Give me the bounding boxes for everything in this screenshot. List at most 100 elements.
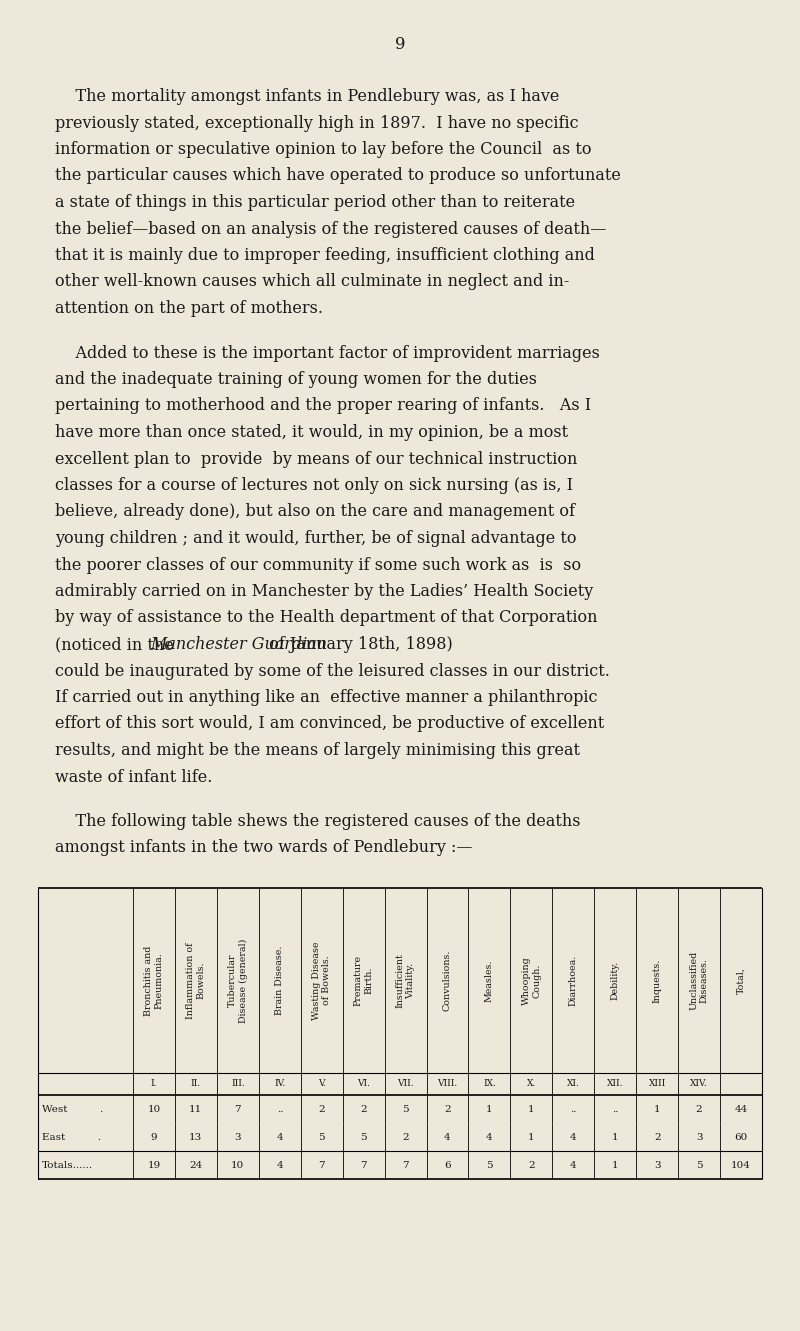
Text: The mortality amongst infants in Pendlebury was, as I have: The mortality amongst infants in Pendleb… bbox=[55, 88, 559, 105]
Text: 4: 4 bbox=[277, 1133, 283, 1142]
Text: amongst infants in the two wards of Pendlebury :—: amongst infants in the two wards of Pend… bbox=[55, 840, 473, 857]
Text: If carried out in anything like an  effective manner a philanthropic: If carried out in anything like an effec… bbox=[55, 689, 598, 705]
Text: 5: 5 bbox=[360, 1133, 367, 1142]
Text: ..: .. bbox=[277, 1105, 283, 1114]
Text: Total,: Total, bbox=[737, 968, 746, 994]
Text: believe, already done), but also on the care and management of: believe, already done), but also on the … bbox=[55, 503, 575, 520]
Text: 1: 1 bbox=[612, 1133, 618, 1142]
Text: classes for a course of lectures not only on sick nursing (as is, I: classes for a course of lectures not onl… bbox=[55, 476, 573, 494]
Text: XI.: XI. bbox=[567, 1079, 580, 1089]
Text: Insufficient
Vitality.: Insufficient Vitality. bbox=[396, 953, 415, 1008]
Text: 10: 10 bbox=[147, 1105, 161, 1114]
Text: information or speculative opinion to lay before the Council  as to: information or speculative opinion to la… bbox=[55, 141, 591, 158]
Text: Totals......: Totals...... bbox=[42, 1161, 93, 1170]
Text: 5: 5 bbox=[402, 1105, 409, 1114]
Text: 3: 3 bbox=[696, 1133, 702, 1142]
Text: 7: 7 bbox=[234, 1105, 241, 1114]
Text: a state of things in this particular period other than to reiterate: a state of things in this particular per… bbox=[55, 194, 575, 212]
Text: Whooping
Cough.: Whooping Cough. bbox=[522, 956, 541, 1005]
Text: Wasting Disease
of Bowels.: Wasting Disease of Bowels. bbox=[312, 941, 331, 1020]
Text: young children ; and it would, further, be of signal advantage to: young children ; and it would, further, … bbox=[55, 530, 577, 547]
Text: 2: 2 bbox=[444, 1105, 451, 1114]
Text: 7: 7 bbox=[318, 1161, 325, 1170]
Text: 1: 1 bbox=[612, 1161, 618, 1170]
Text: 1: 1 bbox=[486, 1105, 493, 1114]
Text: East          .: East . bbox=[42, 1133, 101, 1142]
Text: Inflammation of
Bowels.: Inflammation of Bowels. bbox=[186, 942, 206, 1018]
Text: 10: 10 bbox=[231, 1161, 245, 1170]
Text: ..: .. bbox=[570, 1105, 577, 1114]
Text: 60: 60 bbox=[734, 1133, 748, 1142]
Text: ..: .. bbox=[612, 1105, 618, 1114]
Text: 1: 1 bbox=[528, 1105, 534, 1114]
Text: other well-known causes which all culminate in neglect and in-: other well-known causes which all culmin… bbox=[55, 273, 570, 290]
Text: The following table shews the registered causes of the deaths: The following table shews the registered… bbox=[55, 813, 581, 831]
Text: 7: 7 bbox=[360, 1161, 367, 1170]
Text: 1: 1 bbox=[528, 1133, 534, 1142]
Text: Brain Disease.: Brain Disease. bbox=[275, 946, 284, 1016]
Text: 2: 2 bbox=[360, 1105, 367, 1114]
Text: VI.: VI. bbox=[357, 1079, 370, 1089]
Text: waste of infant life.: waste of infant life. bbox=[55, 768, 212, 785]
Text: pertaining to motherhood and the proper rearing of infants.   As I: pertaining to motherhood and the proper … bbox=[55, 398, 591, 414]
Text: II.: II. bbox=[191, 1079, 201, 1089]
Text: III.: III. bbox=[231, 1079, 245, 1089]
Text: attention on the part of mothers.: attention on the part of mothers. bbox=[55, 299, 323, 317]
Text: 5: 5 bbox=[486, 1161, 493, 1170]
Text: previously stated, exceptionally high in 1897.  I have no specific: previously stated, exceptionally high in… bbox=[55, 114, 578, 132]
Text: 4: 4 bbox=[570, 1161, 577, 1170]
Text: IV.: IV. bbox=[274, 1079, 286, 1089]
Text: the belief—based on an analysis of the registered causes of death—: the belief—based on an analysis of the r… bbox=[55, 221, 606, 237]
Text: Manchester Guardian: Manchester Guardian bbox=[150, 636, 328, 654]
Text: excellent plan to  provide  by means of our technical instruction: excellent plan to provide by means of ou… bbox=[55, 450, 578, 467]
Text: 44: 44 bbox=[734, 1105, 748, 1114]
Text: XIII: XIII bbox=[649, 1079, 666, 1089]
Text: X.: X. bbox=[526, 1079, 536, 1089]
Text: 5: 5 bbox=[318, 1133, 325, 1142]
Text: 13: 13 bbox=[190, 1133, 202, 1142]
Text: Added to these is the important factor of improvident marriages: Added to these is the important factor o… bbox=[55, 345, 600, 362]
Text: 9: 9 bbox=[394, 36, 406, 53]
Text: 6: 6 bbox=[444, 1161, 451, 1170]
Text: 19: 19 bbox=[147, 1161, 161, 1170]
Text: 4: 4 bbox=[444, 1133, 451, 1142]
Text: 7: 7 bbox=[402, 1161, 409, 1170]
Text: the poorer classes of our community if some such work as  is  so: the poorer classes of our community if s… bbox=[55, 556, 581, 574]
Text: 4: 4 bbox=[570, 1133, 577, 1142]
Text: 2: 2 bbox=[654, 1133, 661, 1142]
Text: VII.: VII. bbox=[398, 1079, 414, 1089]
Text: 2: 2 bbox=[402, 1133, 409, 1142]
Text: 9: 9 bbox=[150, 1133, 158, 1142]
Text: V.: V. bbox=[318, 1079, 326, 1089]
Text: results, and might be the means of largely minimising this great: results, and might be the means of large… bbox=[55, 741, 580, 759]
Text: 11: 11 bbox=[190, 1105, 202, 1114]
Text: Diarrhoea.: Diarrhoea. bbox=[569, 954, 578, 1006]
Text: the particular causes which have operated to produce so unfortunate: the particular causes which have operate… bbox=[55, 168, 621, 185]
Text: (noticed in the: (noticed in the bbox=[55, 636, 179, 654]
Text: of January 18th, 1898): of January 18th, 1898) bbox=[264, 636, 453, 654]
Text: admirably carried on in Manchester by the Ladies’ Health Society: admirably carried on in Manchester by th… bbox=[55, 583, 594, 600]
Text: that it is mainly due to improper feeding, insufficient clothing and: that it is mainly due to improper feedin… bbox=[55, 248, 595, 264]
Text: Debility.: Debility. bbox=[610, 961, 620, 1000]
Text: Unclassified
Diseases.: Unclassified Diseases. bbox=[690, 950, 709, 1010]
Text: 24: 24 bbox=[190, 1161, 202, 1170]
Text: Premature
Birth.: Premature Birth. bbox=[354, 954, 374, 1006]
Text: I.: I. bbox=[150, 1079, 158, 1089]
Text: have more than once stated, it would, in my opinion, be a most: have more than once stated, it would, in… bbox=[55, 425, 568, 441]
Text: XII.: XII. bbox=[607, 1079, 623, 1089]
Text: by way of assistance to the Health department of that Corporation: by way of assistance to the Health depar… bbox=[55, 610, 598, 627]
Text: 4: 4 bbox=[486, 1133, 493, 1142]
Text: IX.: IX. bbox=[483, 1079, 496, 1089]
Text: and the inadequate training of young women for the duties: and the inadequate training of young wom… bbox=[55, 371, 537, 389]
Text: could be inaugurated by some of the leisured classes in our district.: could be inaugurated by some of the leis… bbox=[55, 663, 610, 680]
Text: Convulsions.: Convulsions. bbox=[443, 950, 452, 1012]
Text: Tubercular
Disease (general): Tubercular Disease (general) bbox=[228, 938, 248, 1022]
Text: VIII.: VIII. bbox=[438, 1079, 458, 1089]
Text: 3: 3 bbox=[654, 1161, 661, 1170]
Text: 5: 5 bbox=[696, 1161, 702, 1170]
Text: XIV.: XIV. bbox=[690, 1079, 708, 1089]
Text: Inquests.: Inquests. bbox=[653, 958, 662, 1002]
Text: 3: 3 bbox=[234, 1133, 241, 1142]
Text: 1: 1 bbox=[654, 1105, 661, 1114]
Text: 2: 2 bbox=[318, 1105, 325, 1114]
